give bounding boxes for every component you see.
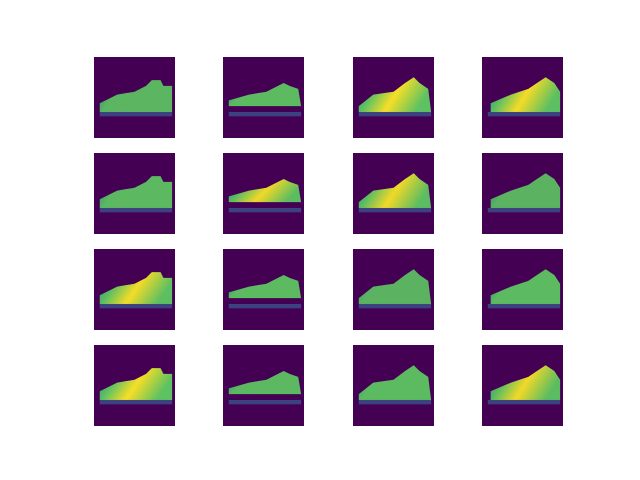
- sneaker-sole: [487, 111, 561, 117]
- sneaker-image-r4c2: [223, 345, 304, 426]
- sneaker-sole: [358, 111, 432, 117]
- sneaker-image-r1c1: [94, 57, 175, 138]
- sneaker-image-canvas: [94, 57, 175, 138]
- sneaker-shape: [99, 368, 173, 400]
- sneaker-shape: [99, 176, 173, 208]
- sneaker-image-r1c3: [353, 57, 434, 138]
- sneaker-image-r3c4: [482, 249, 563, 330]
- sneaker-image-r2c4: [482, 153, 563, 234]
- sneaker-shape: [490, 77, 561, 112]
- sneaker-shape: [228, 275, 302, 299]
- sneaker-sole: [99, 399, 173, 405]
- sneaker-shape: [358, 365, 432, 400]
- sneaker-image-canvas: [482, 249, 563, 330]
- sneaker-sole: [487, 399, 561, 405]
- sneaker-shape: [490, 173, 561, 208]
- sneaker-shape: [358, 269, 432, 304]
- sneaker-image-r4c3: [353, 345, 434, 426]
- sneaker-image-r4c4: [482, 345, 563, 426]
- sneaker-image-canvas: [223, 345, 304, 426]
- sneaker-sole: [99, 111, 173, 117]
- sneaker-shape: [490, 365, 561, 400]
- sneaker-sole: [228, 303, 302, 309]
- sneaker-sole: [358, 207, 432, 213]
- sneaker-image-r2c2: [223, 153, 304, 234]
- sneaker-sole: [99, 207, 173, 213]
- sneaker-image-canvas: [94, 249, 175, 330]
- sneaker-image-canvas: [482, 57, 563, 138]
- sneaker-image-canvas: [353, 249, 434, 330]
- sneaker-sole: [228, 111, 302, 117]
- sneaker-image-r1c2: [223, 57, 304, 138]
- sneaker-shape: [228, 371, 302, 395]
- sneaker-sole: [228, 207, 302, 213]
- sneaker-shape: [228, 83, 302, 107]
- sneaker-image-canvas: [223, 249, 304, 330]
- sneaker-image-r2c3: [353, 153, 434, 234]
- sneaker-shape: [358, 77, 432, 112]
- sneaker-image-canvas: [94, 153, 175, 234]
- sneaker-image-canvas: [223, 57, 304, 138]
- sneaker-sole: [99, 303, 173, 309]
- sneaker-image-canvas: [482, 345, 563, 426]
- sneaker-shape: [490, 269, 561, 304]
- sneaker-sole: [358, 303, 432, 309]
- sneaker-sole: [487, 303, 561, 309]
- sneaker-image-canvas: [94, 345, 175, 426]
- sneaker-shape: [358, 173, 432, 208]
- sneaker-image-canvas: [353, 57, 434, 138]
- sneaker-image-r3c3: [353, 249, 434, 330]
- sneaker-image-canvas: [223, 153, 304, 234]
- sneaker-image-canvas: [353, 345, 434, 426]
- sneaker-sole: [228, 399, 302, 405]
- sneaker-image-canvas: [482, 153, 563, 234]
- sneaker-image-canvas: [353, 153, 434, 234]
- sneaker-image-r3c1: [94, 249, 175, 330]
- sneaker-shape: [99, 80, 173, 112]
- sneaker-shape: [99, 272, 173, 304]
- sneaker-image-r4c1: [94, 345, 175, 426]
- sneaker-image-r1c4: [482, 57, 563, 138]
- sneaker-image-r3c2: [223, 249, 304, 330]
- sneaker-sole: [358, 399, 432, 405]
- sneaker-sole: [487, 207, 561, 213]
- sneaker-shape: [228, 179, 302, 203]
- sneaker-image-r2c1: [94, 153, 175, 234]
